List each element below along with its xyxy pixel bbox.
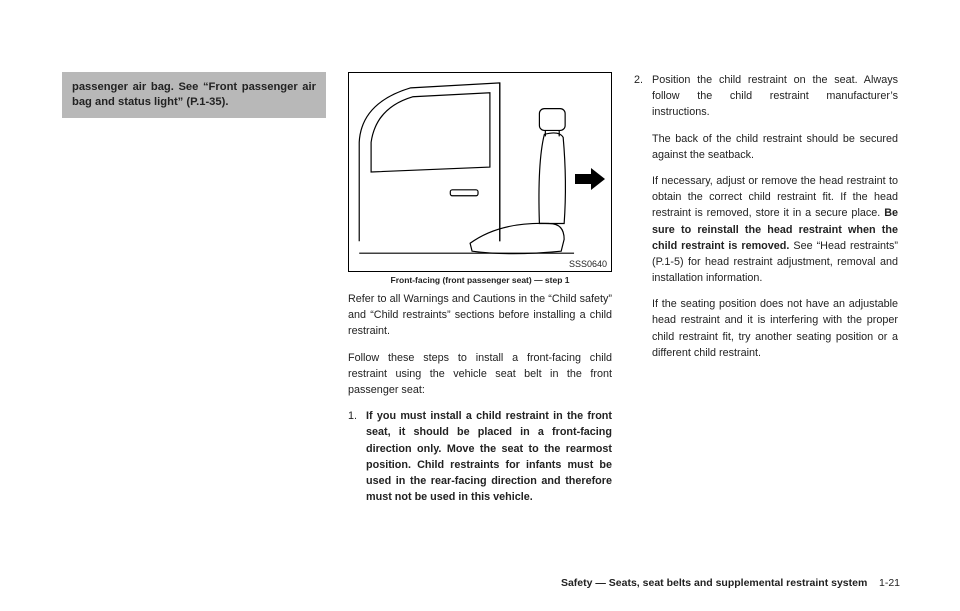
- seat-diagram-svg: [349, 73, 611, 271]
- list-body: Position the child restraint on the seat…: [652, 72, 898, 371]
- paragraph: Follow these steps to install a front-fa…: [348, 350, 612, 399]
- column-3: 2. Position the child restraint on the s…: [634, 72, 898, 562]
- list-number: 2.: [634, 72, 652, 371]
- list-item-1: 1. If you must install a child restraint…: [348, 408, 612, 505]
- figure-illustration: SSS0640: [348, 72, 612, 272]
- column-1: passenger air bag. See “Front passen­ger…: [62, 72, 326, 562]
- arrow-icon: [575, 168, 605, 190]
- page-footer: Safety — Seats, seat belts and supplemen…: [561, 577, 900, 589]
- paragraph: If necessary, adjust or remove the head …: [652, 173, 898, 286]
- figure-caption: Front-facing (front passenger seat) — st…: [348, 275, 612, 285]
- list-number: 1.: [348, 408, 366, 505]
- paragraph: Refer to all Warnings and Cautions in th…: [348, 291, 612, 340]
- column-2: SSS0640 Front-facing (front passenger se…: [348, 72, 612, 562]
- page-content: passenger air bag. See “Front passen­ger…: [62, 72, 898, 562]
- paragraph: The back of the child restraint should b…: [652, 131, 898, 163]
- list-body: If you must install a child restraint in…: [366, 408, 612, 505]
- list-item-2: 2. Position the child restraint on the s…: [634, 72, 898, 371]
- warning-box: passenger air bag. See “Front passen­ger…: [62, 72, 326, 118]
- footer-page-number: 1-21: [879, 577, 900, 589]
- footer-section: Safety — Seats, seat belts and supplemen…: [561, 577, 867, 589]
- text-run: If necessary, adjust or remove the head …: [652, 175, 898, 219]
- figure-id-label: SSS0640: [569, 259, 607, 269]
- warning-text: passenger air bag. See “Front passen­ger…: [72, 81, 316, 108]
- paragraph: If the seating position does not have an…: [652, 296, 898, 361]
- paragraph: Position the child restraint on the seat…: [652, 72, 898, 121]
